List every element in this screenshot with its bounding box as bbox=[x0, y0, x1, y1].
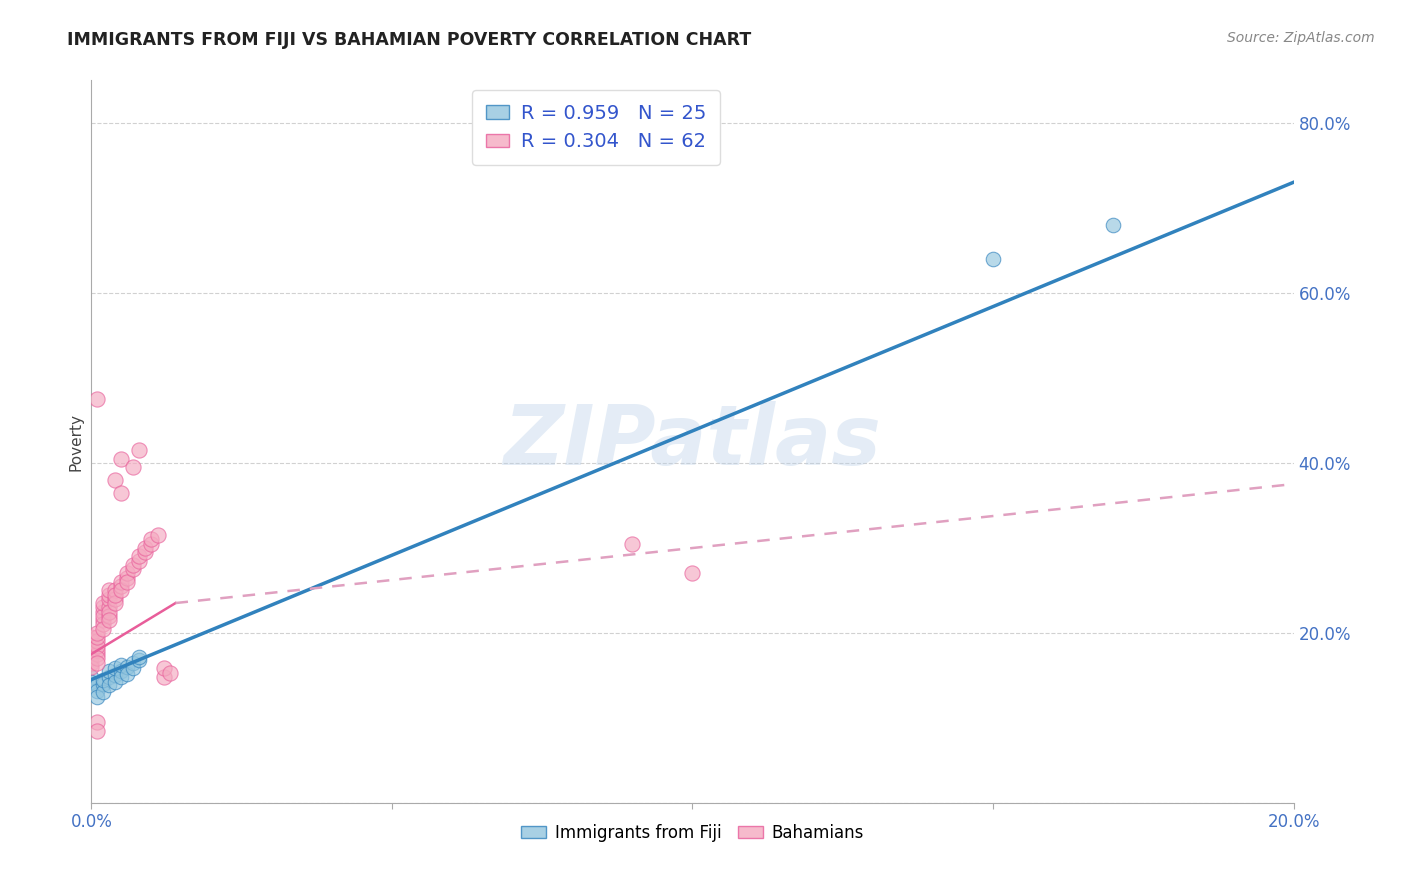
Point bbox=[122, 460, 145, 475]
Point bbox=[141, 533, 163, 547]
Point bbox=[152, 670, 174, 684]
Point bbox=[93, 622, 115, 636]
Point bbox=[117, 566, 139, 581]
Point bbox=[110, 583, 132, 598]
Point bbox=[104, 596, 127, 610]
Point bbox=[110, 451, 132, 466]
Point bbox=[128, 549, 150, 564]
Point bbox=[93, 685, 115, 699]
Point bbox=[159, 665, 181, 680]
Point bbox=[104, 588, 127, 602]
Point bbox=[110, 579, 132, 593]
Point bbox=[93, 596, 115, 610]
Point bbox=[681, 566, 703, 581]
Point bbox=[104, 661, 127, 675]
Point bbox=[98, 588, 121, 602]
Point bbox=[80, 634, 103, 648]
Point bbox=[86, 678, 108, 692]
Point bbox=[93, 600, 115, 615]
Point bbox=[80, 670, 103, 684]
Point bbox=[98, 583, 121, 598]
Point bbox=[98, 600, 121, 615]
Point bbox=[98, 613, 121, 627]
Point bbox=[104, 668, 127, 682]
Point bbox=[122, 661, 145, 675]
Point bbox=[117, 666, 139, 681]
Point bbox=[98, 608, 121, 623]
Point bbox=[98, 664, 121, 678]
Point bbox=[128, 443, 150, 458]
Point bbox=[80, 656, 103, 670]
Point bbox=[128, 653, 150, 667]
Point bbox=[621, 536, 644, 550]
Point bbox=[110, 670, 132, 684]
Point bbox=[98, 591, 121, 606]
Point bbox=[80, 639, 103, 653]
Point bbox=[134, 545, 156, 559]
Point bbox=[93, 613, 115, 627]
Point bbox=[128, 553, 150, 567]
Point bbox=[80, 630, 103, 644]
Point bbox=[110, 485, 132, 500]
Point bbox=[80, 651, 103, 665]
Point bbox=[122, 558, 145, 572]
Point bbox=[104, 591, 127, 606]
Point bbox=[86, 625, 108, 640]
Point bbox=[152, 661, 174, 675]
Text: IMMIGRANTS FROM FIJI VS BAHAMIAN POVERTY CORRELATION CHART: IMMIGRANTS FROM FIJI VS BAHAMIAN POVERTY… bbox=[67, 31, 752, 49]
Point bbox=[93, 608, 115, 623]
Point bbox=[98, 670, 121, 684]
Text: Source: ZipAtlas.com: Source: ZipAtlas.com bbox=[1227, 31, 1375, 45]
Point bbox=[86, 723, 108, 738]
Point bbox=[86, 690, 108, 704]
Point bbox=[86, 639, 108, 653]
Point bbox=[141, 536, 163, 550]
Point bbox=[93, 605, 115, 619]
Point bbox=[117, 574, 139, 589]
Point bbox=[104, 473, 127, 487]
Point bbox=[86, 642, 108, 657]
Point bbox=[117, 570, 139, 584]
Point bbox=[981, 252, 1004, 266]
Point bbox=[122, 562, 145, 576]
Point bbox=[86, 634, 108, 648]
Point bbox=[1102, 218, 1125, 232]
Point bbox=[146, 528, 169, 542]
Point bbox=[128, 649, 150, 664]
Text: ZIPatlas: ZIPatlas bbox=[503, 401, 882, 482]
Point bbox=[86, 630, 108, 644]
Point bbox=[80, 660, 103, 674]
Point bbox=[98, 605, 121, 619]
Point bbox=[80, 675, 103, 690]
Point bbox=[110, 664, 132, 678]
Point bbox=[104, 583, 127, 598]
Point bbox=[122, 656, 145, 670]
Point bbox=[104, 675, 127, 690]
Point bbox=[86, 651, 108, 665]
Point bbox=[80, 642, 103, 657]
Point bbox=[86, 683, 108, 698]
Point bbox=[93, 617, 115, 632]
Point bbox=[134, 541, 156, 555]
Point bbox=[98, 678, 121, 692]
Point bbox=[110, 574, 132, 589]
Y-axis label: Poverty: Poverty bbox=[67, 412, 83, 471]
Point bbox=[86, 392, 108, 406]
Point bbox=[80, 647, 103, 661]
Point bbox=[86, 714, 108, 729]
Point bbox=[86, 656, 108, 670]
Point bbox=[93, 673, 115, 687]
Point bbox=[117, 660, 139, 674]
Point bbox=[86, 647, 108, 661]
Legend: Immigrants from Fiji, Bahamians: Immigrants from Fiji, Bahamians bbox=[515, 817, 870, 848]
Point bbox=[110, 658, 132, 673]
Point bbox=[93, 677, 115, 691]
